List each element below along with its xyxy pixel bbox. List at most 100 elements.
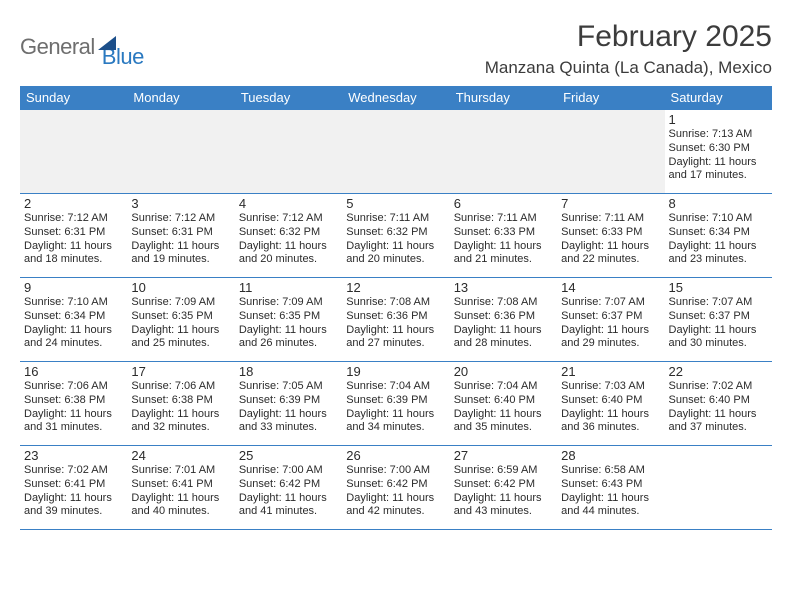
calendar-table: SundayMondayTuesdayWednesdayThursdayFrid…: [20, 86, 772, 531]
day-header: Monday: [127, 86, 234, 110]
calendar-week: 1Sunrise: 7:13 AMSunset: 6:30 PMDaylight…: [20, 110, 772, 194]
calendar-day: 18Sunrise: 7:05 AMSunset: 6:39 PMDayligh…: [235, 362, 342, 446]
day-number: 5: [346, 196, 445, 211]
calendar-day: 15Sunrise: 7:07 AMSunset: 6:37 PMDayligh…: [665, 278, 772, 362]
calendar-day: 22Sunrise: 7:02 AMSunset: 6:40 PMDayligh…: [665, 362, 772, 446]
day-number: 2: [24, 196, 123, 211]
calendar-day: 12Sunrise: 7:08 AMSunset: 6:36 PMDayligh…: [342, 278, 449, 362]
day-info: Sunrise: 7:09 AMSunset: 6:35 PMDaylight:…: [239, 296, 338, 351]
calendar-day: 4Sunrise: 7:12 AMSunset: 6:32 PMDaylight…: [235, 194, 342, 278]
day-header-row: SundayMondayTuesdayWednesdayThursdayFrid…: [20, 86, 772, 110]
day-number: 12: [346, 280, 445, 295]
calendar-day-blank: [557, 110, 664, 194]
day-number: 4: [239, 196, 338, 211]
calendar-day-blank: [450, 110, 557, 194]
calendar-day: 2Sunrise: 7:12 AMSunset: 6:31 PMDaylight…: [20, 194, 127, 278]
calendar-day: 6Sunrise: 7:11 AMSunset: 6:33 PMDaylight…: [450, 194, 557, 278]
day-number: 24: [131, 448, 230, 463]
calendar-day: 9Sunrise: 7:10 AMSunset: 6:34 PMDaylight…: [20, 278, 127, 362]
calendar-day: 19Sunrise: 7:04 AMSunset: 6:39 PMDayligh…: [342, 362, 449, 446]
day-header: Wednesday: [342, 86, 449, 110]
calendar-day: 16Sunrise: 7:06 AMSunset: 6:38 PMDayligh…: [20, 362, 127, 446]
day-number: 6: [454, 196, 553, 211]
day-info: Sunrise: 7:01 AMSunset: 6:41 PMDaylight:…: [131, 464, 230, 519]
calendar-day: 20Sunrise: 7:04 AMSunset: 6:40 PMDayligh…: [450, 362, 557, 446]
calendar-day: 10Sunrise: 7:09 AMSunset: 6:35 PMDayligh…: [127, 278, 234, 362]
calendar-day: 26Sunrise: 7:00 AMSunset: 6:42 PMDayligh…: [342, 446, 449, 530]
day-number: 22: [669, 364, 768, 379]
calendar-day: 11Sunrise: 7:09 AMSunset: 6:35 PMDayligh…: [235, 278, 342, 362]
bottom-rule: [20, 530, 772, 531]
calendar-day-blank: [235, 110, 342, 194]
header: General Blue February 2025 Manzana Quint…: [20, 20, 772, 78]
day-info: Sunrise: 7:12 AMSunset: 6:31 PMDaylight:…: [24, 212, 123, 267]
day-number: 19: [346, 364, 445, 379]
day-number: 20: [454, 364, 553, 379]
day-header: Tuesday: [235, 86, 342, 110]
calendar-day: 14Sunrise: 7:07 AMSunset: 6:37 PMDayligh…: [557, 278, 664, 362]
day-number: 21: [561, 364, 660, 379]
day-number: 7: [561, 196, 660, 211]
calendar-day-blank: [665, 446, 772, 530]
day-number: 17: [131, 364, 230, 379]
day-info: Sunrise: 7:08 AMSunset: 6:36 PMDaylight:…: [454, 296, 553, 351]
day-number: 1: [669, 112, 768, 127]
calendar-day: 13Sunrise: 7:08 AMSunset: 6:36 PMDayligh…: [450, 278, 557, 362]
day-header: Friday: [557, 86, 664, 110]
day-number: 15: [669, 280, 768, 295]
day-number: 8: [669, 196, 768, 211]
day-info: Sunrise: 7:11 AMSunset: 6:33 PMDaylight:…: [454, 212, 553, 267]
day-header: Thursday: [450, 86, 557, 110]
day-info: Sunrise: 7:11 AMSunset: 6:32 PMDaylight:…: [346, 212, 445, 267]
page-title: February 2025: [485, 20, 772, 54]
calendar-day-blank: [20, 110, 127, 194]
calendar-day: 27Sunrise: 6:59 AMSunset: 6:42 PMDayligh…: [450, 446, 557, 530]
day-info: Sunrise: 7:06 AMSunset: 6:38 PMDaylight:…: [24, 380, 123, 435]
day-number: 18: [239, 364, 338, 379]
day-info: Sunrise: 7:07 AMSunset: 6:37 PMDaylight:…: [669, 296, 768, 351]
day-number: 16: [24, 364, 123, 379]
calendar-week: 16Sunrise: 7:06 AMSunset: 6:38 PMDayligh…: [20, 362, 772, 446]
title-block: February 2025 Manzana Quinta (La Canada)…: [485, 20, 772, 78]
day-header: Sunday: [20, 86, 127, 110]
calendar-day: 25Sunrise: 7:00 AMSunset: 6:42 PMDayligh…: [235, 446, 342, 530]
calendar-day: 5Sunrise: 7:11 AMSunset: 6:32 PMDaylight…: [342, 194, 449, 278]
calendar-body: 1Sunrise: 7:13 AMSunset: 6:30 PMDaylight…: [20, 110, 772, 530]
day-number: 28: [561, 448, 660, 463]
day-info: Sunrise: 7:04 AMSunset: 6:39 PMDaylight:…: [346, 380, 445, 435]
day-info: Sunrise: 7:00 AMSunset: 6:42 PMDaylight:…: [346, 464, 445, 519]
calendar-day: 28Sunrise: 6:58 AMSunset: 6:43 PMDayligh…: [557, 446, 664, 530]
day-info: Sunrise: 7:12 AMSunset: 6:32 PMDaylight:…: [239, 212, 338, 267]
day-info: Sunrise: 7:05 AMSunset: 6:39 PMDaylight:…: [239, 380, 338, 435]
calendar-day-blank: [342, 110, 449, 194]
day-info: Sunrise: 7:07 AMSunset: 6:37 PMDaylight:…: [561, 296, 660, 351]
day-number: 14: [561, 280, 660, 295]
day-info: Sunrise: 7:12 AMSunset: 6:31 PMDaylight:…: [131, 212, 230, 267]
calendar-day: 21Sunrise: 7:03 AMSunset: 6:40 PMDayligh…: [557, 362, 664, 446]
day-number: 26: [346, 448, 445, 463]
brand-logo: General Blue: [20, 24, 144, 70]
day-info: Sunrise: 7:04 AMSunset: 6:40 PMDaylight:…: [454, 380, 553, 435]
calendar-week: 23Sunrise: 7:02 AMSunset: 6:41 PMDayligh…: [20, 446, 772, 530]
day-header: Saturday: [665, 86, 772, 110]
day-number: 23: [24, 448, 123, 463]
day-number: 9: [24, 280, 123, 295]
calendar-day: 3Sunrise: 7:12 AMSunset: 6:31 PMDaylight…: [127, 194, 234, 278]
calendar-day-blank: [127, 110, 234, 194]
day-number: 13: [454, 280, 553, 295]
day-number: 3: [131, 196, 230, 211]
location-label: Manzana Quinta (La Canada), Mexico: [485, 58, 772, 78]
calendar-day: 24Sunrise: 7:01 AMSunset: 6:41 PMDayligh…: [127, 446, 234, 530]
day-number: 10: [131, 280, 230, 295]
day-number: 25: [239, 448, 338, 463]
day-info: Sunrise: 7:06 AMSunset: 6:38 PMDaylight:…: [131, 380, 230, 435]
day-info: Sunrise: 7:10 AMSunset: 6:34 PMDaylight:…: [24, 296, 123, 351]
brand-triangle-icon: [98, 36, 116, 50]
day-info: Sunrise: 7:08 AMSunset: 6:36 PMDaylight:…: [346, 296, 445, 351]
brand-text-general: General: [20, 34, 95, 60]
calendar-day: 23Sunrise: 7:02 AMSunset: 6:41 PMDayligh…: [20, 446, 127, 530]
calendar-week: 9Sunrise: 7:10 AMSunset: 6:34 PMDaylight…: [20, 278, 772, 362]
day-number: 27: [454, 448, 553, 463]
calendar-day: 1Sunrise: 7:13 AMSunset: 6:30 PMDaylight…: [665, 110, 772, 194]
day-info: Sunrise: 7:03 AMSunset: 6:40 PMDaylight:…: [561, 380, 660, 435]
